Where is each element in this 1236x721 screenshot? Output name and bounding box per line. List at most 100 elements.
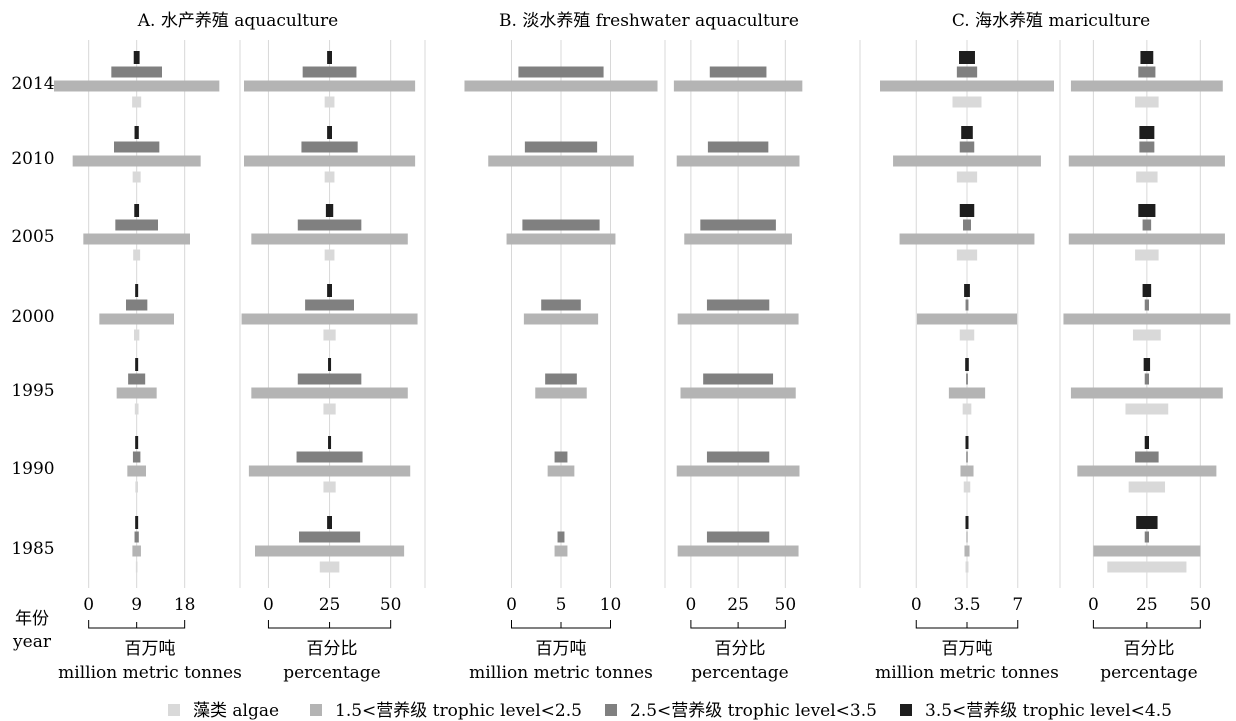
panel-c-2-algae-bar-2000	[1132, 329, 1161, 341]
panel-a-1-tl3-bar-1990	[135, 436, 139, 449]
panel-a-2-tick-label-2: 50	[380, 595, 402, 615]
panel-a-1-tl1-bar-1990	[127, 465, 146, 477]
panel-b-2-tick-label-2: 50	[775, 595, 797, 615]
panel-b-1-tl2-bar-1990	[554, 451, 568, 463]
panel-c-1-tl2-bar-2014	[956, 66, 978, 78]
panel-a-1-algae-bar-2000	[134, 329, 140, 341]
panel-a-2-algae-bar-2005	[324, 249, 335, 261]
panel-a-2-tl2-bar-1985	[299, 531, 361, 543]
panel-b-2-tick-label-1: 25	[727, 595, 749, 615]
panel-c-1-algae-bar-2010	[956, 171, 978, 183]
panel-a-1-tl2-bar-2005	[115, 219, 158, 231]
panel-b-2-tl1-bar-1995	[680, 387, 796, 399]
year-label-2000: 2000	[11, 307, 54, 327]
year-label-1995: 1995	[11, 381, 54, 401]
panel-b-2-tl2-bar-2014	[709, 66, 767, 78]
panel-c-2-tl2-bar-2014	[1138, 66, 1156, 78]
panel-c-2-tick-label-1: 25	[1136, 595, 1158, 615]
panel-a-2-tl1-bar-1990	[248, 465, 411, 477]
year-label-2014: 2014	[11, 74, 54, 94]
grid-lines	[88, 40, 1201, 629]
panel-c-1-tl1-bar-2014	[880, 80, 1054, 92]
panel-c-1-tl2-bar-1990	[966, 451, 968, 463]
panel-c-2-tl1-bar-1995	[1070, 387, 1223, 399]
panel-c-1-tl1-bar-2005	[899, 233, 1035, 245]
panel-a-2-tl3-bar-1990	[328, 436, 332, 449]
panel-c-2-tick-label-0: 0	[1088, 595, 1099, 615]
panel-c-2-tl2-bar-2010	[1139, 141, 1155, 153]
panel-b-1-tl2-bar-1995	[545, 373, 577, 385]
legend-label-tl1: 1.5<营养级 trophic level<2.5	[335, 701, 582, 721]
panel-c-1-tick-label-1: 3.5	[953, 595, 980, 615]
panel-c-2-tl3-bar-2010	[1139, 126, 1155, 139]
panel-a-2-tl3-bar-2005	[325, 204, 334, 217]
panel-a-2-algae-bar-1995	[323, 403, 336, 415]
panel-b-1-tl1-bar-1985	[554, 545, 568, 557]
panel-c-1-tick-label-2: 7	[1012, 595, 1023, 615]
panel-b-2-tl2-bar-2005	[700, 219, 776, 231]
panel-c-2-tl1-bar-1990	[1077, 465, 1217, 477]
panel-a-1-tl2-bar-2000	[126, 299, 148, 311]
panel-b-1-tl2-bar-1985	[557, 531, 565, 543]
year-label-1985: 1985	[11, 539, 54, 559]
panel-c-1-algae-bar-1990	[963, 481, 971, 493]
panel-c-2-unit-en: percentage	[1100, 663, 1198, 683]
panel-b-1-tl2-bar-2000	[541, 299, 581, 311]
panel-c-1-tl3-bar-2014	[959, 51, 975, 64]
year-axis-title-cn: 年份	[15, 609, 49, 629]
panel-c-1-tl1-bar-2010	[893, 155, 1041, 167]
panel-a-1-tick-label-1: 9	[131, 595, 142, 615]
panel-b-1-tl1-bar-2000	[523, 313, 599, 325]
panel-c-1-unit-cn: 百万吨	[942, 639, 993, 659]
panel-a-1-tick-label-2: 18	[174, 595, 196, 615]
panel-c-2-tl3-bar-2000	[1142, 284, 1152, 297]
panel-a-2-tl1-bar-1995	[251, 387, 408, 399]
legend-label-tl2: 2.5<营养级 trophic level<3.5	[630, 701, 877, 721]
panel-a-2-unit-cn: 百分比	[307, 639, 358, 659]
group-title-c: C. 海水养殖 mariculture	[952, 11, 1150, 31]
panel-b-2-tl1-bar-1990	[676, 465, 800, 477]
panel-b-1-unit-en: million metric tonnes	[469, 663, 653, 683]
panel-c-1-tick-label-0: 0	[911, 595, 922, 615]
panel-a-1-algae-bar-2010	[132, 171, 141, 183]
panel-c-1-tl3-bar-2000	[964, 284, 970, 297]
panel-b-2-tl2-bar-1995	[703, 373, 774, 385]
panel-c-1-unit-en: million metric tonnes	[875, 663, 1059, 683]
panel-b-1-tl1-bar-2014	[464, 80, 658, 92]
panel-c-1-tl2-bar-2000	[965, 299, 969, 311]
panel-a-2-tl3-bar-2000	[327, 284, 332, 297]
panel-c-2-algae-bar-1990	[1128, 481, 1166, 493]
panel-a-1-algae-bar-1985	[135, 561, 138, 573]
panel-c-1-algae-bar-2000	[959, 329, 975, 341]
panel-c-2-tl1-bar-2000	[1063, 313, 1231, 325]
panel-b-2-tl2-bar-1990	[706, 451, 770, 463]
panel-a-1-algae-bar-2005	[133, 249, 141, 261]
legend-swatch-algae	[168, 704, 180, 716]
panel-a-1-algae-bar-1995	[134, 403, 139, 415]
panel-b-1-tl2-bar-2005	[522, 219, 600, 231]
panel-a-1-tl2-bar-1985	[134, 531, 139, 543]
panel-b-1-tick-label-0: 0	[506, 595, 517, 615]
panel-c-1-tl3-bar-2005	[959, 204, 975, 217]
panel-b-2-tl2-bar-2010	[707, 141, 769, 153]
panel-a-1-tl1-bar-2010	[72, 155, 201, 167]
panel-b-2-unit-en: percentage	[691, 663, 789, 683]
group-title-a: A. 水产养殖 aquaculture	[137, 11, 338, 31]
panel-c-2-tl2-bar-2005	[1142, 219, 1152, 231]
legend-label-algae: 藻类 algae	[193, 701, 279, 721]
panel-a-2-algae-bar-1985	[319, 561, 340, 573]
panel-c-1-tl3-bar-1995	[965, 358, 969, 371]
legend-swatch-tl3	[900, 704, 912, 716]
panel-b-2-unit-cn: 百分比	[715, 639, 766, 659]
panel-b-2-tl1-bar-2010	[676, 155, 800, 167]
panel-c-1-tl2-bar-2010	[959, 141, 975, 153]
legend-swatch-tl1	[310, 704, 322, 716]
panel-b-2-tl1-bar-2000	[677, 313, 799, 325]
panel-b-2-tl2-bar-2000	[706, 299, 770, 311]
panel-a-2-tl3-bar-2010	[327, 126, 332, 139]
panel-a-1-tl1-bar-2000	[99, 313, 174, 325]
panel-c-2-algae-bar-1995	[1125, 403, 1169, 415]
panel-a-2-tl1-bar-2005	[251, 233, 408, 245]
panel-b-1-tick-label-1: 5	[556, 595, 567, 615]
panel-a-1-tl2-bar-1995	[128, 373, 146, 385]
